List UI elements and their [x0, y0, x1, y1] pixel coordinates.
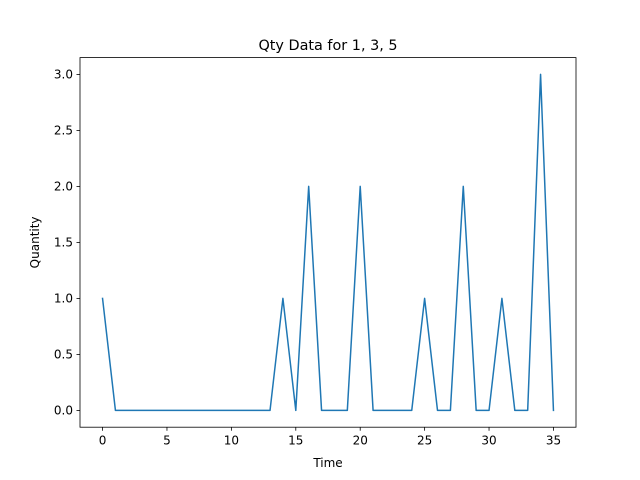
x-tick-label: 5: [163, 434, 171, 448]
y-axis-label: Quantity: [28, 216, 42, 268]
y-tick-label: 0.0: [54, 404, 73, 418]
y-tick-label: 1.0: [54, 292, 73, 306]
y-tick-label: 3.0: [54, 68, 73, 82]
series-line: [101, 73, 555, 412]
x-tick-label: 30: [481, 434, 496, 448]
chart-title: Qty Data for 1, 3, 5: [258, 38, 397, 54]
y-tick-label: 0.5: [54, 348, 73, 362]
y-tick-label: 2.0: [54, 180, 73, 194]
x-axis-label: Time: [312, 456, 342, 470]
y-tick-label: 2.5: [54, 124, 73, 138]
x-tick-label: 0: [99, 434, 107, 448]
x-tick-label: 15: [288, 434, 303, 448]
plot-frame: [79, 57, 577, 428]
x-tick-label: 20: [353, 434, 368, 448]
y-tick-label: 1.5: [54, 236, 73, 250]
x-tick-label: 25: [417, 434, 432, 448]
y-axis-ticks: 0.0 0.5 1.0 1.5 2.0 2.5 3.0: [54, 68, 80, 418]
x-axis-ticks: 0 5 10 15 20 25 30 35: [99, 427, 561, 448]
x-tick-label: 10: [224, 434, 239, 448]
x-tick-label: 35: [546, 434, 561, 448]
plot-area: [80, 57, 576, 428]
